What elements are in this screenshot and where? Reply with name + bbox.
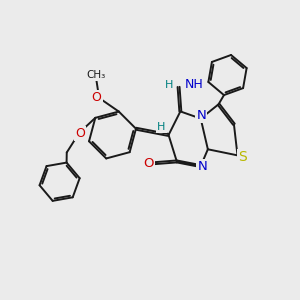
Text: N: N xyxy=(197,160,207,173)
Text: O: O xyxy=(92,92,102,104)
Text: O: O xyxy=(75,127,85,140)
Text: O: O xyxy=(144,157,154,170)
Text: H: H xyxy=(164,80,173,90)
Text: CH₃: CH₃ xyxy=(87,70,106,80)
Text: S: S xyxy=(238,150,247,164)
Text: H: H xyxy=(157,122,166,132)
Text: NH: NH xyxy=(185,78,204,91)
Text: N: N xyxy=(196,109,206,122)
